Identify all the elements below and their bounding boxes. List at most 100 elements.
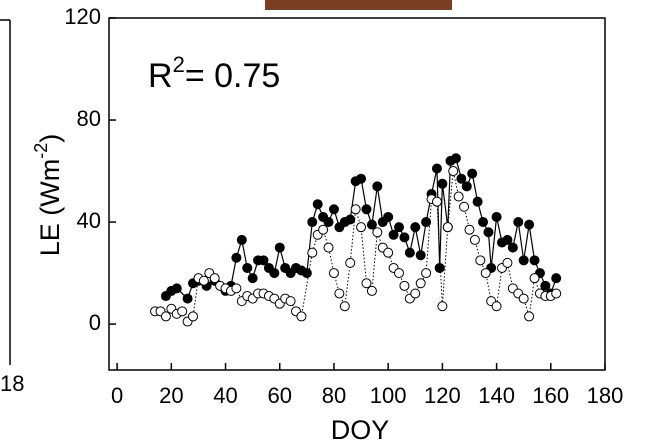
data-point [339, 301, 350, 312]
data-point [472, 196, 483, 207]
data-point [513, 217, 524, 228]
data-point [410, 222, 421, 233]
data-point [247, 273, 258, 284]
data-point [450, 153, 461, 164]
data-point [160, 311, 171, 322]
data-point [421, 268, 432, 279]
data-point [231, 252, 242, 263]
x-tick-label: 120 [424, 383, 461, 408]
series-line [155, 170, 557, 323]
data-point [231, 283, 242, 294]
data-point [318, 224, 329, 235]
data-point [383, 247, 394, 258]
data-point [242, 262, 253, 273]
x-tick-label: 0 [111, 383, 123, 408]
x-tick-label: 80 [322, 383, 346, 408]
x-tick-label: 140 [478, 383, 515, 408]
data-point [467, 168, 478, 179]
data-point [356, 222, 367, 233]
data-point [198, 275, 209, 286]
data-point [448, 166, 459, 177]
data-point [431, 196, 442, 207]
data-point [461, 181, 472, 192]
y-axis-label: LE (Wm-2) [31, 134, 65, 257]
data-point [529, 273, 540, 284]
data-point [356, 173, 367, 184]
data-point [388, 229, 399, 240]
x-tick-label: 100 [370, 383, 407, 408]
data-point [524, 311, 535, 322]
y-tick-label: 0 [89, 310, 101, 335]
data-point [301, 268, 312, 279]
data-point [236, 234, 247, 245]
data-point [551, 273, 562, 284]
data-point [437, 301, 448, 312]
x-tick-label: 20 [159, 383, 183, 408]
data-point [410, 288, 421, 299]
data-point [518, 255, 529, 266]
y-tick-label: 120 [64, 4, 101, 29]
data-point [507, 242, 518, 253]
data-point [334, 288, 345, 299]
data-point [469, 234, 480, 245]
data-point [328, 268, 339, 279]
data-point [285, 296, 296, 307]
data-point [307, 247, 318, 258]
photo-fragment [265, 0, 452, 10]
data-point [366, 285, 377, 296]
data-point [480, 268, 491, 279]
data-point [182, 293, 193, 304]
data-point [323, 217, 334, 228]
data-point [366, 219, 377, 230]
data-point [459, 201, 470, 212]
data-point [475, 255, 486, 266]
data-point [491, 211, 502, 222]
data-point [421, 217, 432, 228]
data-point [415, 250, 426, 261]
data-point [540, 280, 551, 291]
x-tick-label: 160 [532, 383, 569, 408]
data-point [328, 204, 339, 215]
x-axis-label: DOY [331, 415, 390, 445]
left-panel-label: 18 [0, 371, 24, 396]
data-point [415, 278, 426, 289]
data-point [551, 288, 562, 299]
data-point [372, 227, 383, 238]
data-point [529, 255, 540, 266]
data-point [394, 268, 405, 279]
data-point [258, 255, 269, 266]
data-point [442, 222, 453, 233]
data-point [524, 219, 535, 230]
y-tick-label: 40 [77, 208, 101, 233]
r-squared-annotation: R2= 0.75 [148, 52, 280, 95]
y-tick-label: 80 [77, 106, 101, 131]
data-point [274, 242, 285, 253]
data-point [372, 181, 383, 192]
data-point [350, 204, 361, 215]
data-point [394, 222, 405, 233]
data-point [453, 191, 464, 202]
data-point [345, 214, 356, 225]
x-tick-label: 180 [587, 383, 624, 408]
data-point [177, 306, 188, 317]
data-point [478, 217, 489, 228]
data-point [383, 211, 394, 222]
data-point [404, 247, 415, 258]
data-point [399, 232, 410, 243]
data-point [491, 301, 502, 312]
data-point [296, 311, 307, 322]
data-point [345, 257, 356, 268]
data-point [456, 173, 467, 184]
data-point [312, 199, 323, 210]
data-point [361, 278, 372, 289]
data-point [209, 273, 220, 284]
data-point [269, 268, 280, 279]
data-point [307, 217, 318, 228]
data-point [431, 163, 442, 174]
data-point [323, 242, 334, 253]
data-point [361, 204, 372, 215]
data-point [502, 257, 513, 268]
data-point [188, 311, 199, 322]
data-point [502, 234, 513, 245]
